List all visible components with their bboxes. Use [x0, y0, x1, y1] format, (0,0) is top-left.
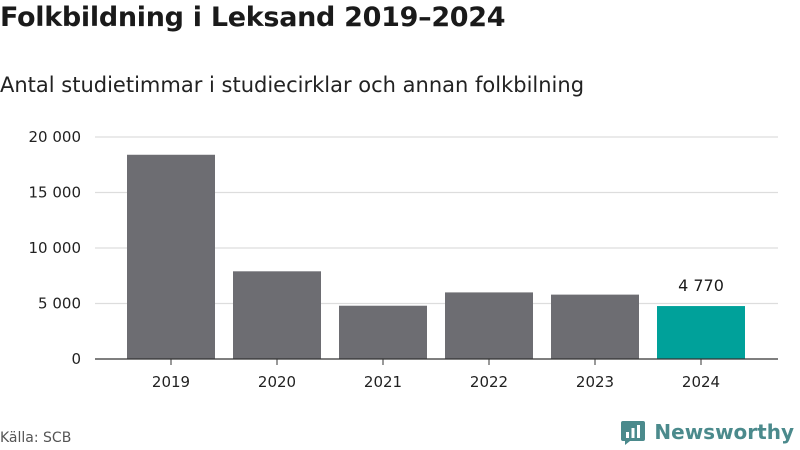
data-labels: 4 770: [678, 276, 724, 295]
bars: [127, 154, 745, 359]
chart-title: Folkbildning i Leksand 2019–2024: [0, 2, 506, 33]
y-tick-label: 5 000: [38, 295, 81, 313]
y-tick-label: 15 000: [29, 184, 82, 202]
newsworthy-logo-icon: [621, 421, 646, 445]
x-axis-ticks: 2019 2020 2021 2022 2023 2024: [152, 359, 720, 391]
bar-2022: [445, 292, 533, 359]
bar-2020: [233, 271, 321, 359]
bar-2019: [127, 154, 215, 359]
data-label: 4 770: [678, 276, 724, 295]
bar-2021: [339, 305, 427, 359]
x-tick-label: 2020: [258, 373, 296, 391]
brand-name: Newsworthy: [654, 420, 794, 444]
y-tick-label: 0: [71, 350, 81, 368]
x-tick-label: 2021: [364, 373, 402, 391]
x-tick-label: 2022: [470, 373, 508, 391]
source-note: Källa: SCB: [0, 430, 72, 446]
bar-2023: [551, 294, 639, 359]
bar-2024: [657, 306, 745, 359]
x-tick-label: 2024: [682, 373, 720, 391]
y-tick-label: 10 000: [29, 239, 82, 257]
x-tick-label: 2023: [576, 373, 614, 391]
brand-logo[interactable]: Newsworthy: [620, 419, 794, 445]
y-axis-ticks: 0 5 000 10 000 15 000 20 000: [29, 128, 82, 368]
chart-subtitle: Antal studietimmar i studiecirklar och a…: [0, 73, 585, 97]
x-tick-label: 2019: [152, 373, 190, 391]
y-tick-label: 20 000: [29, 128, 82, 146]
bar-chart: 0 5 000 10 000 15 000 20 000 2019 2020 2021 202…: [29, 128, 778, 391]
